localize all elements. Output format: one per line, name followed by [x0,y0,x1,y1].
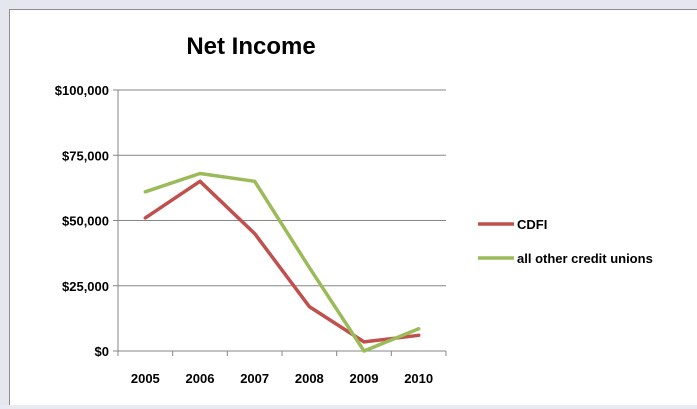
legend-label-all-other-credit-unions: all other credit unions [517,251,653,266]
series-line-cdfi [143,179,421,344]
y-tick-label: $0 [95,344,109,359]
x-tick-label: 2005 [131,371,160,386]
y-tick-label: $50,000 [62,214,109,229]
legend: CDFI all other credit unions [478,217,653,266]
x-tick-label: 2009 [350,371,379,386]
chart-title: Net Income [186,33,315,60]
x-tick-label: 2006 [186,371,215,386]
series-line-all-other-credit-unions [143,171,421,353]
legend-label-cdfi: CDFI [517,217,547,232]
x-tick-label: 2010 [404,371,433,386]
y-tick-label: $75,000 [62,148,109,163]
series-lines [143,171,421,353]
x-tick-label: 2008 [295,371,324,386]
chart-area[interactable]: Net Income $0 $25,000 $50,000 $75,000 $100,0… [9,9,697,405]
gridlines [118,89,446,287]
y-tick-label: $100,000 [55,83,109,98]
x-tick-label: 2007 [240,371,269,386]
axes: $0 $25,000 $50,000 $75,000 $100,000 2005 2006 2… [55,83,447,386]
line-chart: Net Income $0 $25,000 $50,000 $75,000 $100,0… [55,33,653,386]
y-tick-label: $25,000 [62,279,109,294]
